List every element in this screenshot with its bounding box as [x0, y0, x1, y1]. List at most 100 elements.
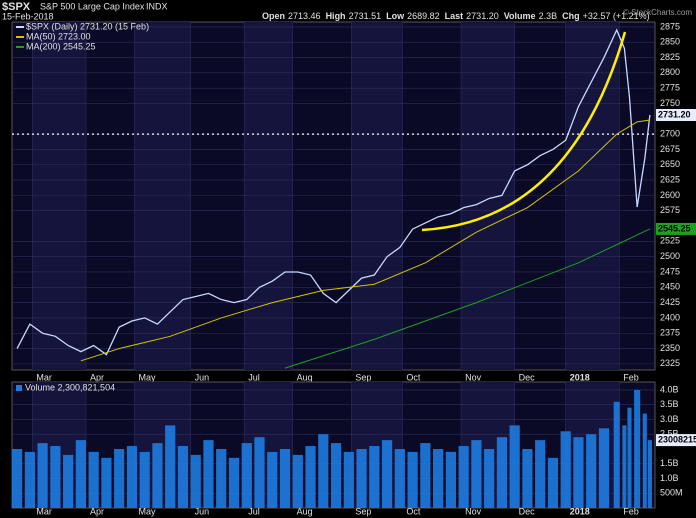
volume-bar [305, 446, 316, 508]
month-band [351, 22, 403, 370]
moving-average [284, 228, 651, 369]
plot-area [11, 21, 656, 371]
volume-bar [420, 443, 431, 508]
x-tick-label: Aug [297, 372, 313, 382]
volume-bar [75, 440, 86, 508]
y-tick-label: 500M [660, 488, 683, 498]
y-tick-label: 2775 [660, 83, 680, 93]
panels: Mar Apr May Jun Jul Aug Sep Oct Nov Dec 2018 Feb 232… [11, 21, 696, 516]
x-tick-label: Oct [406, 506, 421, 516]
quote-value: 2689.82 [407, 11, 440, 21]
y-tick-label: 2800 [660, 67, 680, 77]
legend-entry: MA(200) 2545.25 [26, 41, 96, 51]
x-tick-label: Sep [355, 372, 371, 382]
y-tick-label: 2850 [660, 37, 680, 47]
x-tick-label: Nov [465, 372, 482, 382]
volume-bar [407, 451, 418, 508]
y-tick-label: 2500 [660, 251, 680, 261]
volume-bar [12, 448, 23, 508]
price-marker-label: 2300821504 [658, 434, 696, 444]
y-tick-label: 2575 [660, 205, 680, 215]
y-tick-label: 2875 [660, 21, 680, 31]
exchange: INDX [146, 1, 168, 11]
y-tick-label: 4.0B [660, 384, 679, 394]
quote-value: 2731.51 [349, 11, 382, 21]
x-tick-label: May [138, 506, 156, 516]
volume-bar [586, 434, 597, 508]
y-tick-label: 2350 [660, 343, 680, 353]
legend-swatch [16, 385, 22, 391]
y-tick-label: 3.5B [660, 399, 679, 409]
volume-bar [177, 446, 189, 508]
volume-bar [647, 440, 652, 508]
volume-bar [165, 425, 176, 508]
month-band [32, 22, 86, 370]
x-tick-label: Jul [248, 506, 260, 516]
moving-average [80, 119, 650, 362]
volume-bar [496, 437, 508, 508]
month-band [244, 22, 293, 370]
volume-bar [622, 425, 627, 508]
price-marker-label: 2731.20 [658, 109, 691, 119]
volume-bar [152, 443, 163, 508]
volume-bar [267, 451, 278, 508]
y-tick-label: 2600 [660, 190, 680, 200]
volume-bar [114, 448, 125, 508]
y-tick-label: 2425 [660, 297, 680, 307]
legend-entry: Volume 2,300,821,504 [25, 382, 115, 392]
y-tick-label: 2700 [660, 128, 680, 138]
x-tick-label: Jun [195, 506, 210, 516]
x-tick-label: Jun [195, 372, 210, 382]
volume-bar [560, 431, 571, 508]
legend-entry: $SPX (Daily) 2731.20 (15 Feb) [26, 21, 149, 31]
y-tick-label: 1.0B [660, 473, 679, 483]
y-tick-label: 2825 [660, 52, 680, 62]
month-band [134, 22, 191, 370]
volume-bar [356, 448, 367, 508]
volume-bar [63, 454, 74, 508]
volume-bar [484, 448, 495, 508]
x-tick-label: Feb [623, 506, 639, 516]
volume-bar [37, 443, 48, 508]
y-tick-label: 2625 [660, 174, 680, 184]
y-tick-label: 2400 [660, 312, 680, 322]
volume-bar [343, 451, 354, 508]
y-tick-label: 2650 [660, 159, 680, 169]
volume-bar [445, 451, 456, 508]
quote-value: 2713.46 [288, 11, 321, 21]
y-tick-label: 2675 [660, 144, 680, 154]
x-tick-label: Dec [519, 506, 536, 516]
volume-bar [509, 425, 520, 508]
price-marker [656, 222, 696, 235]
quote-value: +32.57 (+1.21%) [583, 11, 650, 21]
volume-bar [279, 448, 291, 508]
x-tick-label: Mar [36, 372, 52, 382]
x-tick-label: Apr [90, 506, 104, 516]
volume-bar [394, 448, 405, 508]
volume-bar [292, 454, 303, 508]
volume-bar [190, 454, 201, 508]
volume-bar [254, 437, 265, 508]
y-tick-label: 2.5B [660, 429, 679, 439]
x-tick-label: May [138, 372, 156, 382]
y-tick-label: 2750 [660, 98, 680, 108]
volume-bar [433, 448, 444, 508]
x-tick-label: Mar [36, 506, 52, 516]
volume-bar [458, 446, 469, 508]
volume-bar [139, 451, 150, 508]
volume-bar [88, 451, 99, 508]
quote-label: Last [445, 11, 464, 21]
symbol: $SPX [2, 1, 31, 13]
volume-bar [642, 413, 647, 508]
volume-bar [101, 457, 112, 508]
volume-bar [369, 446, 380, 508]
x-tick-label: Feb [623, 372, 639, 382]
volume-bar [573, 437, 584, 508]
quote-value: 2.3B [539, 11, 558, 21]
volume-bar [216, 448, 227, 508]
volume-bar [318, 434, 329, 508]
quote-label: Volume [504, 11, 536, 21]
volume-bar [228, 457, 240, 508]
volume-bar [126, 446, 138, 508]
